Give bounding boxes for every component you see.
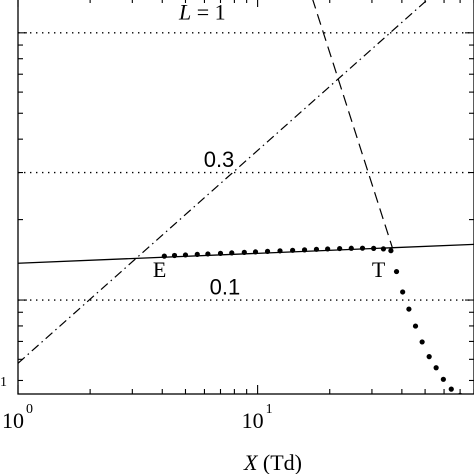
x-axis-label: X (Td): [243, 450, 302, 474]
data-point: [217, 250, 224, 256]
data-point: [433, 365, 439, 371]
data-point: [393, 268, 400, 275]
x-tick-label-exponent: 0: [26, 402, 33, 417]
data-point: [194, 251, 200, 257]
annotation-label: T: [372, 257, 386, 282]
data-point: [277, 248, 283, 254]
data-point: [229, 250, 235, 256]
annotation-label: E: [153, 257, 166, 282]
data-point: [348, 245, 354, 251]
dash-dot-line: [18, 0, 428, 364]
data-point: [400, 289, 406, 295]
data-point: [325, 246, 331, 252]
data-point: [426, 354, 432, 360]
annotation-label: L = 1: [178, 0, 226, 25]
x-tick-label-exponent: 1: [266, 402, 273, 417]
data-point: [252, 249, 259, 255]
data-point: [380, 246, 387, 252]
annotation-label: 0.3: [204, 147, 235, 172]
data-point: [290, 247, 296, 253]
data-point: [182, 252, 189, 258]
dashed-line: [312, 0, 394, 249]
axis-layer: [17, 0, 474, 394]
x-tick-label: 10: [242, 408, 264, 433]
data-point: [419, 339, 425, 345]
plot-layer: [18, 0, 474, 394]
text-layer: 10 0 10 11X (Td)L = 10.3E T0.1: [0, 0, 386, 474]
data-point: [359, 245, 366, 251]
data-point: [337, 245, 343, 252]
data-point: [301, 247, 308, 253]
x-tick-label: 10: [2, 408, 24, 433]
annotation-label: 0.1: [210, 274, 241, 299]
plot-frame: [17, 0, 474, 395]
data-point: [241, 249, 247, 255]
data-point: [161, 253, 167, 259]
data-point: [313, 246, 320, 252]
data-point: [448, 386, 454, 392]
data-point: [406, 306, 412, 312]
data-point: [412, 323, 419, 329]
data-point: [388, 248, 394, 254]
y-tick-label-partial: 1: [0, 375, 7, 390]
data-point: [371, 245, 377, 251]
data-point: [264, 248, 271, 254]
data-point: [171, 252, 178, 259]
data-point: [440, 376, 446, 382]
data-point: [205, 251, 211, 257]
